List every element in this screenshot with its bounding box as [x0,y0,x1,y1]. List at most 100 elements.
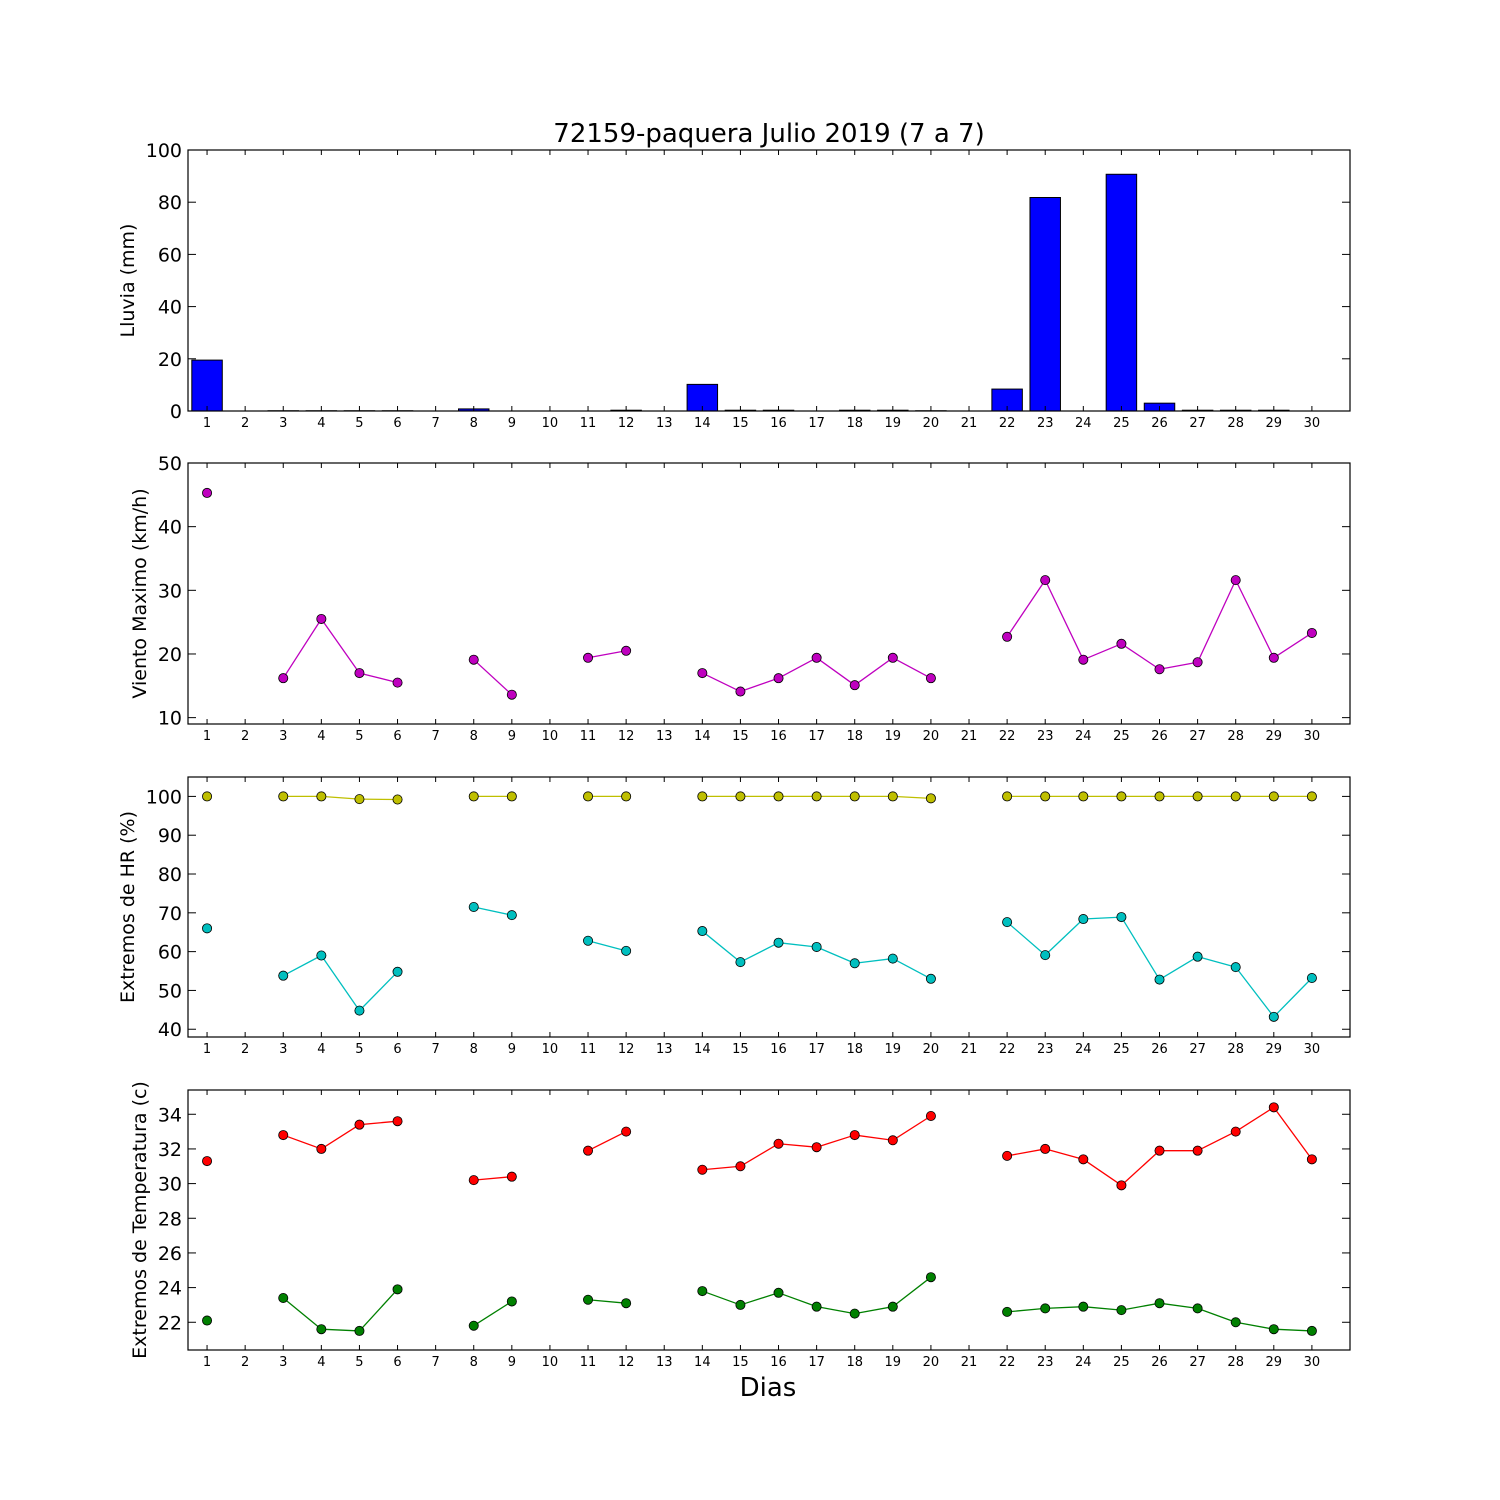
x-tick-label: 12 [618,416,635,431]
series-2-point-day-23 [1040,1303,1051,1314]
x-tick-label: 6 [393,1042,401,1057]
x-tick-label: 2 [241,1355,249,1370]
axes-frame [187,776,1351,1038]
x-tick-label: 24 [1075,1042,1092,1057]
series-2-point-day-22 [1002,1306,1013,1317]
x-tick-label: 16 [770,1042,787,1057]
x-tick-label: 19 [885,1042,902,1057]
series-2-point-day-16 [773,1287,784,1298]
x-tick-label: 30 [1304,416,1321,431]
series-2-point-day-18 [849,1308,860,1319]
series-1-point-day-8 [468,1175,479,1186]
x-tick-label: 27 [1189,416,1206,431]
series-1-point-day-1 [202,791,213,802]
x-tick-label: 1 [203,729,211,744]
series-2-segment [1159,1302,1198,1310]
y-axis-label: Lluvia (mm) [117,224,139,338]
x-tick-label: 25 [1113,1355,1130,1370]
series-2-segment [1235,1321,1274,1330]
series-1-segment [854,657,894,686]
series-1-segment [359,1120,398,1126]
x-tick-label: 18 [846,416,863,431]
series-2-segment [1006,921,1046,956]
series-1-point-day-28 [1230,1126,1241,1137]
series-2-point-day-9 [506,1296,517,1307]
x-tick-label: 17 [808,1355,825,1370]
series-1-point-day-12 [621,1126,632,1137]
y-tick-label: 30 [158,580,182,602]
x-tick-label: 28 [1227,729,1244,744]
x-tick-label: 26 [1151,1355,1168,1370]
series-1-segment [1235,579,1275,659]
series-1-segment [778,1143,817,1148]
series-1-segment [816,657,856,686]
x-tick-label: 28 [1227,416,1244,431]
series-1-point-day-30 [1306,1154,1317,1165]
series-2-point-day-30 [1306,1325,1317,1336]
x-tick-label: 9 [508,1042,516,1057]
x-tick-label: 11 [580,729,597,744]
series-2-point-day-4 [316,950,327,961]
series-1-point-day-12 [621,791,632,802]
x-tick-label: 24 [1075,416,1092,431]
panel-3: 1 2 3 4 5 6 7 8 9 10 11 12 13 14 15 16 17 18 19 20 21 22 23 24 2… [117,776,1351,1057]
x-tick-label: 8 [470,1042,478,1057]
x-tick-label: 19 [885,416,902,431]
series-2-segment [320,955,360,1011]
series-1-point-day-1 [202,1156,213,1167]
series-2-point-day-23 [1040,950,1051,961]
series-2-point-day-28 [1230,1317,1241,1328]
x-tick-label: 9 [508,416,516,431]
x-tick-label: 12 [618,1042,635,1057]
series-1-point-day-18 [849,680,860,691]
x-tick-label: 13 [656,1042,673,1057]
series-2-point-day-14 [697,926,708,937]
y-tick-label: 10 [158,708,182,730]
y-tick-label: 24 [158,1278,182,1300]
axes-frame [187,149,1351,412]
x-tick-label: 11 [580,1355,597,1370]
series-1-point-day-30 [1306,627,1317,638]
x-tick-label: 28 [1227,1355,1244,1370]
x-tick-label: 21 [961,1355,978,1370]
x-tick-label: 25 [1113,1042,1130,1057]
x-tick-label: 16 [770,416,787,431]
x-tick-label: 27 [1189,729,1206,744]
series-2-point-day-16 [773,937,784,948]
x-tick-label: 24 [1075,729,1092,744]
series-2-point-day-12 [621,1298,632,1309]
series-2-segment [1044,918,1084,956]
x-tick-label: 4 [317,1042,325,1057]
y-tick-label: 60 [158,244,182,266]
series-1-point-day-28 [1230,575,1241,586]
series-1-point-day-26 [1154,791,1165,802]
y-tick-label: 60 [158,942,182,964]
series-1-point-day-6 [392,794,403,805]
y-tick-label: 40 [158,517,182,539]
series-2-segment [892,958,932,980]
series-2-point-day-6 [392,966,403,977]
y-tick-label: 50 [158,980,182,1002]
x-tick-label: 21 [961,1042,978,1057]
x-tick-label: 3 [279,729,287,744]
series-2-point-day-20 [925,973,936,984]
x-tick-label: 26 [1151,1042,1168,1057]
x-tick-label: 18 [846,1355,863,1370]
series-1-point-day-23 [1040,1143,1051,1154]
x-tick-label: 16 [770,1355,787,1370]
x-tick-label: 21 [961,729,978,744]
series-1-segment [587,1131,627,1152]
x-tick-label: 15 [732,416,749,431]
x-tick-label: 10 [542,416,559,431]
series-1-segment [702,1165,741,1171]
x-tick-label: 17 [808,1042,825,1057]
y-tick-label: 40 [158,297,182,319]
series-2-point-day-18 [849,958,860,969]
series-1-point-day-27 [1192,657,1203,668]
series-2-segment [1197,1307,1236,1323]
series-1-segment [702,672,741,693]
x-tick-label: 3 [279,1355,287,1370]
x-tick-label: 7 [431,1355,439,1370]
y-tick-label: 32 [158,1139,182,1161]
series-2-point-day-15 [735,957,746,968]
